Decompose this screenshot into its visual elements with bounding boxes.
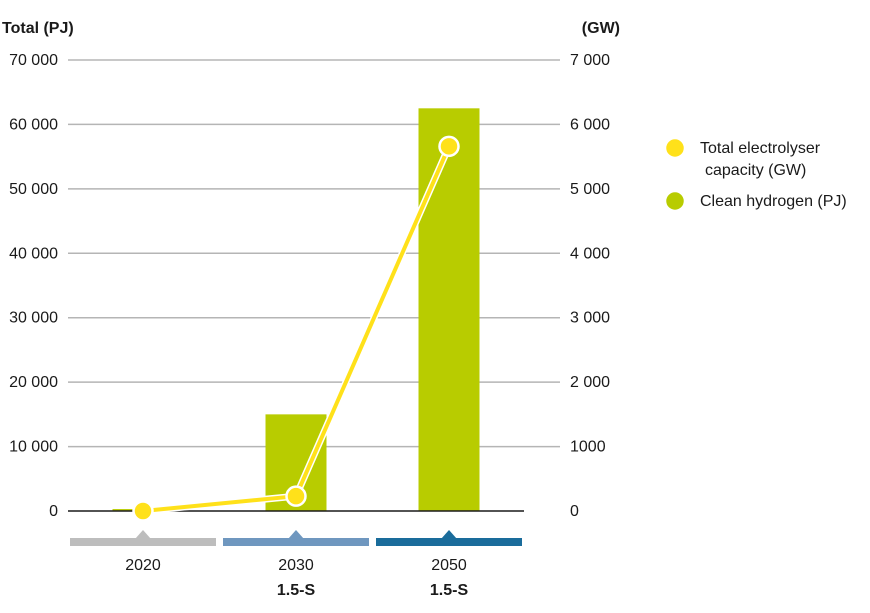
y-left-tick-label: 20 000 <box>9 374 58 391</box>
category-label: 2050 <box>431 557 467 574</box>
y-left-tick-label: 10 000 <box>9 439 58 456</box>
y-right-tick-label: 7 000 <box>570 52 610 69</box>
category-marker <box>135 530 151 539</box>
category-sublabel: 1.5-S <box>277 582 316 599</box>
bar-2050 <box>418 108 480 512</box>
y-left-tick-label: 30 000 <box>9 310 58 327</box>
y-right-tick-label: 3 000 <box>570 310 610 327</box>
category-band <box>223 538 369 546</box>
y-right-tick-label: 1000 <box>570 439 606 456</box>
legend-label: capacity (GW) <box>705 162 806 179</box>
line-point-2020 <box>132 500 154 522</box>
y-right-tick-label: 5 000 <box>570 181 610 198</box>
y-left-tick-label: 60 000 <box>9 116 58 133</box>
legend-label: Total electrolyser <box>700 140 821 157</box>
category-axis: 2020 2030 1.5-S 2050 1.5-S <box>70 530 522 599</box>
y-left-tick-label: 70 000 <box>9 52 58 69</box>
line-point-2030 <box>285 485 307 507</box>
category-marker <box>441 530 457 539</box>
category-sublabel: 1.5-S <box>430 582 469 599</box>
legend-marker <box>663 136 687 160</box>
legend: Total electrolyser capacity (GW) Clean hyd… <box>663 136 847 213</box>
y-right-tick-label: 4 000 <box>570 245 610 262</box>
legend-label: Clean hydrogen (PJ) <box>700 193 847 210</box>
category-marker <box>288 530 304 539</box>
y-left-tick-label: 0 <box>49 503 58 520</box>
category-label: 2030 <box>278 557 314 574</box>
y-left-tick-label: 50 000 <box>9 181 58 198</box>
y-right-tick-label: 6 000 <box>570 116 610 133</box>
category-band <box>376 538 522 546</box>
line-series <box>132 135 460 522</box>
gridlines <box>68 59 560 448</box>
category-label: 2020 <box>125 557 161 574</box>
y-left-tick-label: 40 000 <box>9 245 58 262</box>
y-right-tick-label: 2 000 <box>570 374 610 391</box>
legend-marker <box>663 189 687 213</box>
tick-labels: 0 10 000 20 000 30 000 40 000 50 000 60 000 70 … <box>9 52 610 520</box>
bars <box>112 108 480 512</box>
category-band <box>70 538 216 546</box>
y-left-title: Total (PJ) <box>2 20 74 37</box>
y-right-title: (GW) <box>582 20 620 37</box>
line-point-2050 <box>438 135 460 158</box>
y-right-tick-label: 0 <box>570 503 579 520</box>
